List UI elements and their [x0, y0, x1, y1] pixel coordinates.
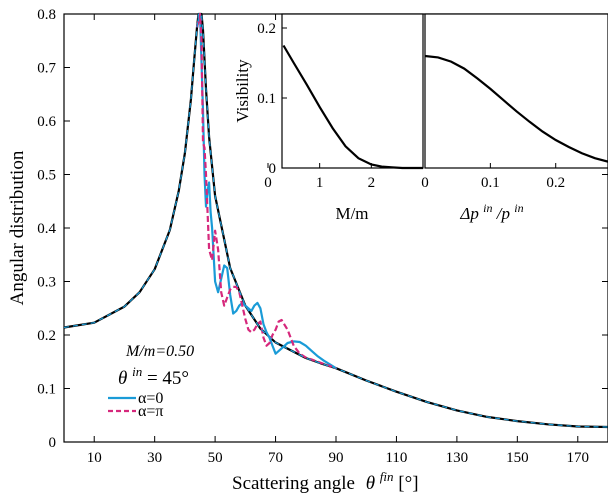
inset-series-line	[424, 54, 608, 163]
x-axis-label: Scattering angle θ fin [°]	[232, 465, 419, 494]
inset-y-tick-label: 0	[269, 161, 277, 177]
mass-ratio-annotation: M/m=0.50	[125, 343, 194, 360]
x-tick-label: 70	[268, 450, 283, 466]
inset-left-background	[282, 14, 423, 168]
x-tick-label: 30	[147, 450, 162, 466]
y-tick-label: 0.1	[37, 382, 56, 398]
y-tick-label: 0.8	[37, 7, 56, 23]
x-axis-label-symbol: θ	[366, 473, 375, 494]
x-tick-label: 150	[506, 450, 529, 466]
inset-right-frame	[424, 13, 608, 169]
legend-label-alpha-pi: α=π	[138, 403, 163, 420]
y-axis-label: Angular distribution	[7, 150, 28, 305]
x-tick-label: 50	[208, 450, 223, 466]
inset-x-tick-label: 0	[264, 175, 272, 191]
inset-right-background	[425, 14, 608, 168]
inset-x-tick-label: 0.1	[481, 175, 500, 191]
x-axis-label-text: Scattering angle	[232, 473, 355, 494]
x-tick-label: 90	[329, 450, 344, 466]
inset-right-x-label-mid: /p	[496, 204, 510, 223]
inset-left-frame	[281, 13, 424, 169]
x-axis-label-sup: fin	[380, 469, 394, 484]
x-tick-label: 170	[567, 450, 590, 466]
inset-y-tick-label: 0.1	[257, 91, 276, 107]
inset-x-tick-label: 0.2	[546, 175, 565, 191]
series-line-envelope-overlay	[63, 13, 608, 428]
inset-left-y-label: Visibility	[233, 59, 252, 123]
y-tick-label: 0.3	[37, 275, 56, 291]
inset-right-x-label-sup1: in	[483, 201, 492, 215]
theta-sup: in	[132, 364, 142, 379]
inset-right-x-label-delta: Δp	[459, 204, 478, 223]
y-tick-label: 0.5	[37, 168, 56, 184]
inset-x-tick-label: 1	[316, 175, 324, 191]
y-tick-label: 0.6	[37, 114, 56, 130]
inset-x-tick-label: 2	[368, 175, 376, 191]
x-tick-label: 10	[87, 450, 102, 466]
inset-left-x-label: M/m	[335, 204, 368, 223]
y-tick-label: 0	[49, 435, 57, 451]
inset-right-x-label-sup2: in	[514, 201, 523, 215]
main-series	[63, 12, 608, 429]
x-tick-label: 130	[446, 450, 469, 466]
series-line-alpha-pi	[195, 12, 337, 370]
x-tick-label: 110	[385, 450, 407, 466]
y-tick-label: 0.7	[37, 61, 56, 77]
y-tick-label: 0.4	[37, 221, 56, 237]
legend-label-alpha-0: α=0	[138, 390, 163, 407]
inset-y-tick-label: 0.2	[257, 21, 276, 37]
x-axis-label-unit: [°]	[398, 473, 418, 494]
inset-right-x-label: Δp in /p in	[459, 197, 523, 223]
y-tick-label: 0.2	[37, 328, 56, 344]
main-ticks: 10 30 50 70 90 110 130 150 17000.10.20.30.40.50.…	[37, 7, 608, 466]
theta-value: = 45°	[147, 368, 189, 389]
theta-symbol: θ	[118, 368, 127, 389]
inset-x-tick-label: 0	[421, 175, 429, 191]
theta-in-annotation: θ in = 45°	[118, 360, 189, 389]
inset-right: 0 0.1 0.2	[421, 54, 608, 191]
